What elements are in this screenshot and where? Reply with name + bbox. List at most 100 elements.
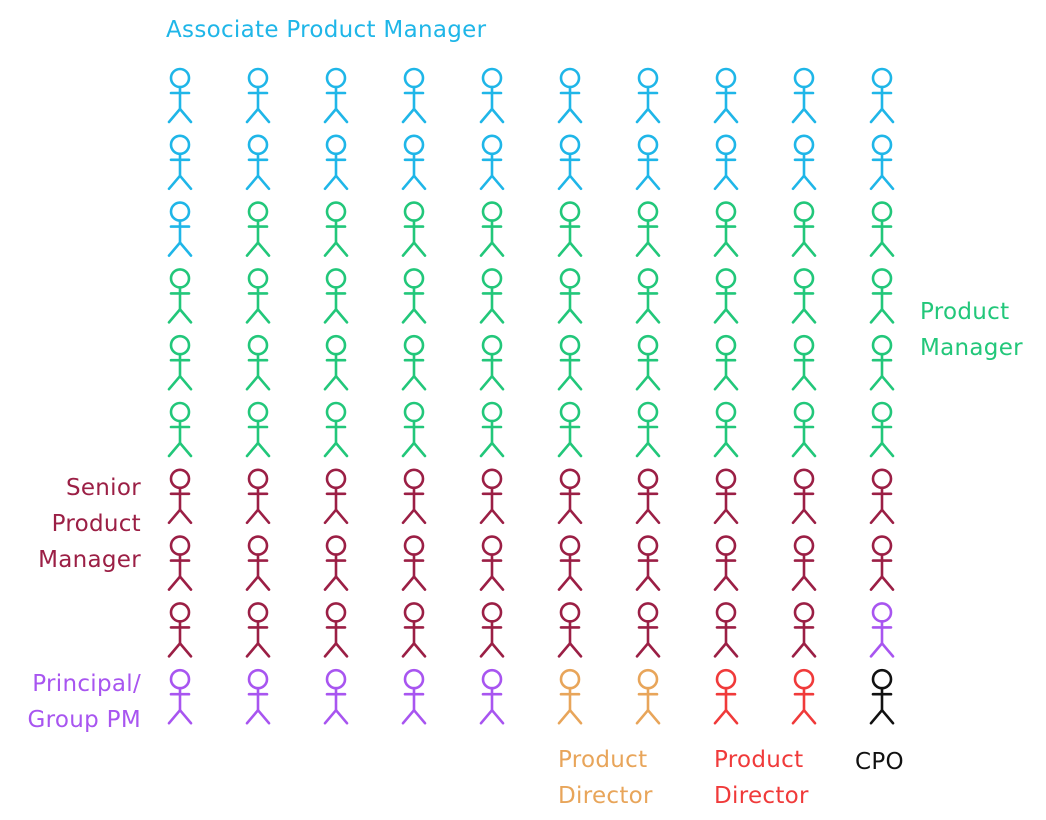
person-icon: [557, 668, 583, 725]
person-icon: [869, 401, 895, 458]
person-icon: [245, 134, 271, 191]
label-product-director: Product Director: [558, 742, 653, 814]
person-icon: [791, 268, 817, 324]
person-icon: [713, 201, 739, 257]
person-icon: [401, 401, 427, 458]
person-icon: [791, 535, 817, 591]
person-icon: [557, 602, 583, 658]
person-icon: [245, 201, 271, 257]
person-icon: [869, 535, 895, 591]
person-icon: [557, 401, 583, 458]
person-icon: [713, 67, 739, 124]
person-icon: [323, 201, 349, 257]
label-line: Director: [558, 783, 653, 809]
person-icon: [167, 401, 193, 458]
person-icon: [791, 334, 817, 391]
person-icon: [635, 201, 661, 257]
person-icon: [167, 535, 193, 591]
person-icon: [401, 535, 427, 591]
person-icon: [323, 268, 349, 324]
person-icon: [635, 67, 661, 124]
person-icon: [245, 334, 271, 391]
label-product-director: Product Director: [714, 742, 809, 814]
person-icon: [557, 535, 583, 591]
person-icon: [401, 334, 427, 391]
person-icon: [401, 67, 427, 124]
person-icon: [479, 268, 505, 324]
label-product-manager: Product Manager: [920, 294, 1023, 366]
person-icon: [245, 468, 271, 525]
person-icon: [869, 468, 895, 525]
person-icon: [479, 602, 505, 658]
person-icon: [323, 67, 349, 124]
label-line: Manager: [920, 335, 1023, 361]
person-icon: [635, 468, 661, 525]
person-icon: [791, 67, 817, 124]
person-icon: [479, 535, 505, 591]
person-icon: [635, 334, 661, 391]
person-icon: [635, 134, 661, 191]
person-icon: [323, 535, 349, 591]
person-icon: [791, 134, 817, 191]
person-icon: [791, 201, 817, 257]
label-line: Product: [558, 747, 648, 773]
person-icon: [869, 668, 895, 725]
person-icon: [167, 268, 193, 324]
label-senior-product-manager: Senior Product Manager: [0, 470, 141, 578]
label-line: Group PM: [27, 707, 141, 733]
person-icon: [401, 602, 427, 658]
person-icon: [557, 201, 583, 257]
person-icon: [323, 468, 349, 525]
person-icon: [479, 401, 505, 458]
person-icon: [791, 468, 817, 525]
person-icon: [401, 268, 427, 324]
person-icon: [869, 334, 895, 391]
person-icon: [479, 668, 505, 725]
person-icon: [713, 268, 739, 324]
person-icon: [713, 134, 739, 191]
person-icon: [713, 468, 739, 525]
label-line: Senior: [65, 475, 141, 501]
person-icon: [167, 668, 193, 725]
person-icon: [791, 668, 817, 725]
label-associate-product-manager: Associate Product Manager: [166, 12, 486, 48]
person-icon: [713, 535, 739, 591]
label-line: Principal/: [32, 671, 141, 697]
person-icon: [869, 602, 895, 658]
person-icon: [557, 134, 583, 191]
person-icon: [167, 334, 193, 391]
person-icon: [401, 201, 427, 257]
person-icon: [323, 334, 349, 391]
person-icon: [557, 67, 583, 124]
label-line: Director: [714, 783, 809, 809]
label-line: CPO: [855, 749, 904, 775]
person-icon: [479, 334, 505, 391]
person-icon: [167, 602, 193, 658]
person-icon: [869, 67, 895, 124]
person-icon: [557, 334, 583, 391]
person-icon: [713, 602, 739, 658]
person-icon: [479, 201, 505, 257]
person-icon: [713, 668, 739, 725]
person-icon: [713, 334, 739, 391]
person-icon: [401, 134, 427, 191]
person-icon: [635, 535, 661, 591]
person-icon: [323, 401, 349, 458]
label-line: Manager: [38, 547, 141, 573]
person-icon: [635, 602, 661, 658]
person-icon: [869, 201, 895, 257]
person-icon: [245, 668, 271, 725]
person-icon: [245, 401, 271, 458]
person-icon: [479, 67, 505, 124]
person-icon: [479, 134, 505, 191]
person-icon: [557, 468, 583, 525]
label-line: Associate Product Manager: [166, 17, 487, 43]
person-icon: [245, 268, 271, 324]
person-icon: [323, 134, 349, 191]
person-icon: [791, 602, 817, 658]
person-icon: [245, 67, 271, 124]
person-icon: [167, 134, 193, 191]
person-icon: [245, 535, 271, 591]
person-icon: [869, 268, 895, 324]
